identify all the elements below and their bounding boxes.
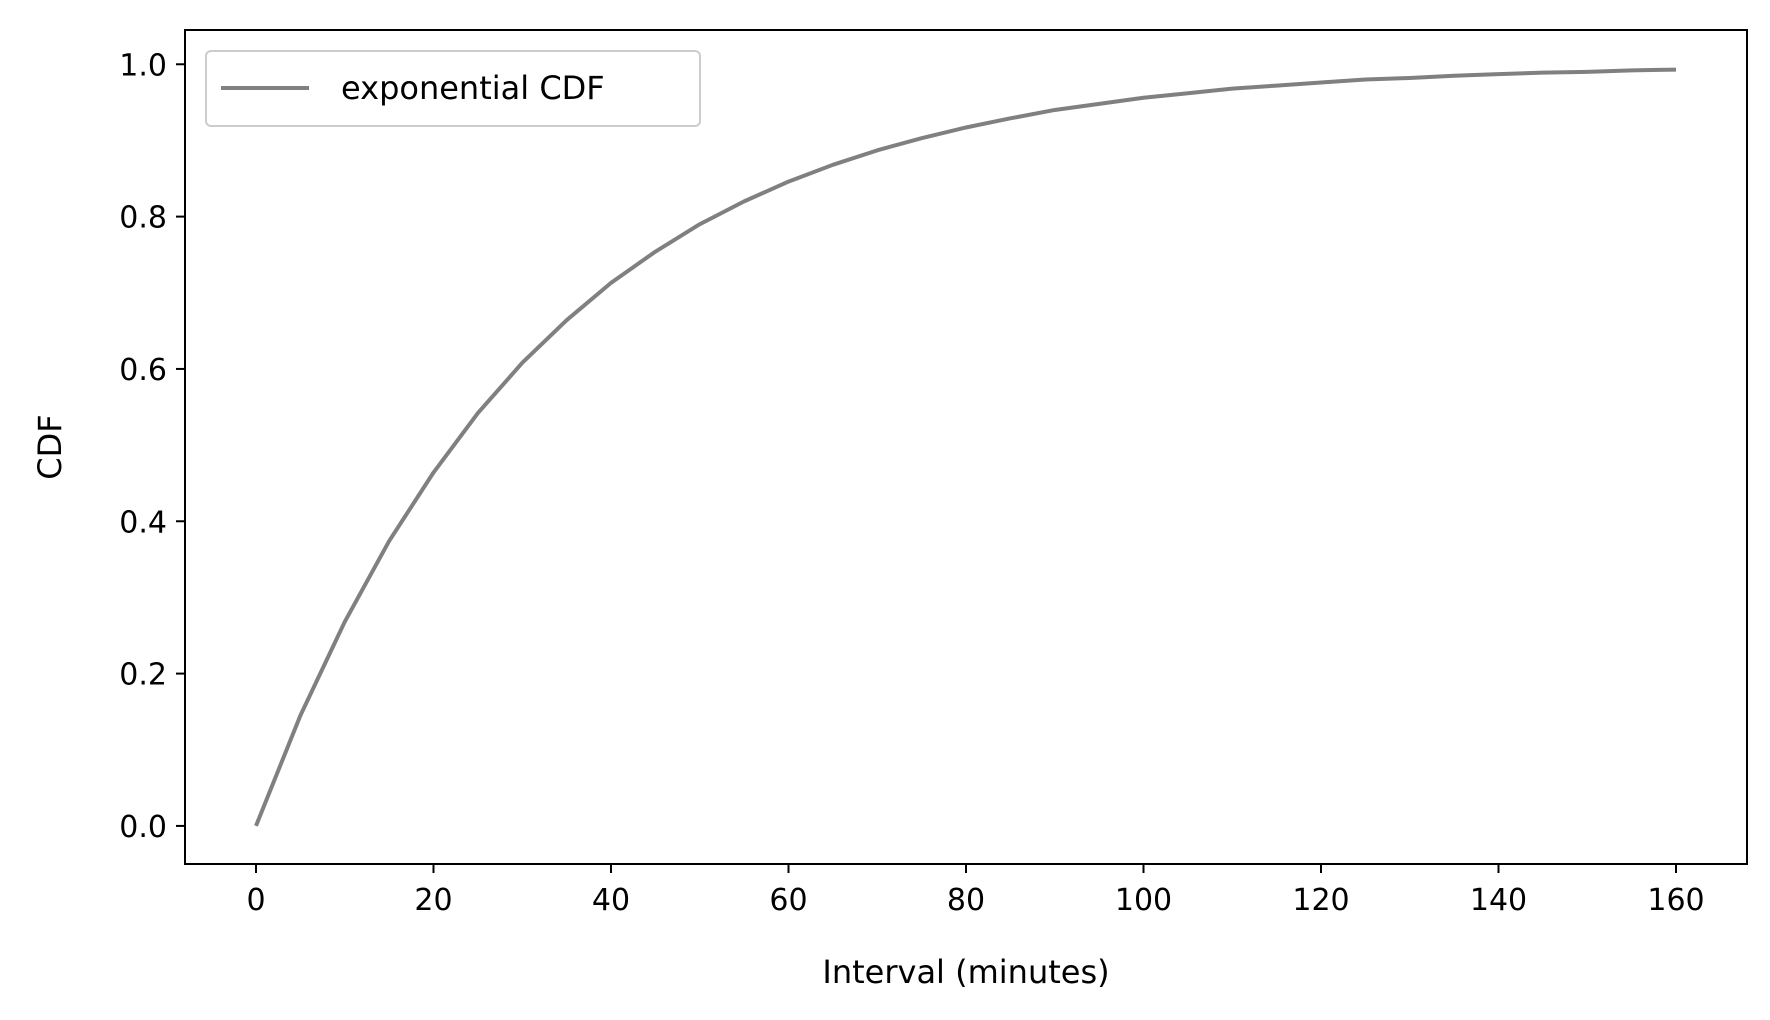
y-axis-label: CDF: [31, 414, 69, 479]
y-tick-label: 0.2: [119, 658, 167, 693]
x-tick-label: 60: [769, 883, 807, 918]
y-tick-label: 0.6: [119, 353, 167, 388]
y-tick-label: 0.0: [119, 810, 167, 845]
x-tick-label: 160: [1647, 883, 1704, 918]
y-tick-label: 0.4: [119, 505, 167, 540]
x-tick-label: 80: [947, 883, 985, 918]
x-tick-label: 120: [1292, 883, 1349, 918]
series-line-0: [254, 67, 1677, 827]
y-axis: 0.0 0.2 0.4 0.6 0.8 1.0: [119, 48, 185, 845]
y-tick-label: 1.0: [119, 48, 167, 83]
x-axis: 0 20 40 60 80 100 120 140 160: [246, 864, 1705, 918]
x-axis-label: Interval (minutes): [822, 953, 1109, 991]
legend-label-exponential-cdf: exponential CDF: [341, 69, 605, 107]
plot-area: [254, 67, 1677, 827]
x-tick-label: 100: [1115, 883, 1172, 918]
legend: exponential CDF: [205, 50, 701, 127]
x-tick-label: 40: [592, 883, 630, 918]
y-tick-label: 0.8: [119, 201, 167, 236]
x-tick-label: 0: [246, 883, 265, 918]
x-tick-label: 20: [414, 883, 452, 918]
legend-frame: [205, 50, 701, 127]
x-tick-label: 140: [1470, 883, 1527, 918]
